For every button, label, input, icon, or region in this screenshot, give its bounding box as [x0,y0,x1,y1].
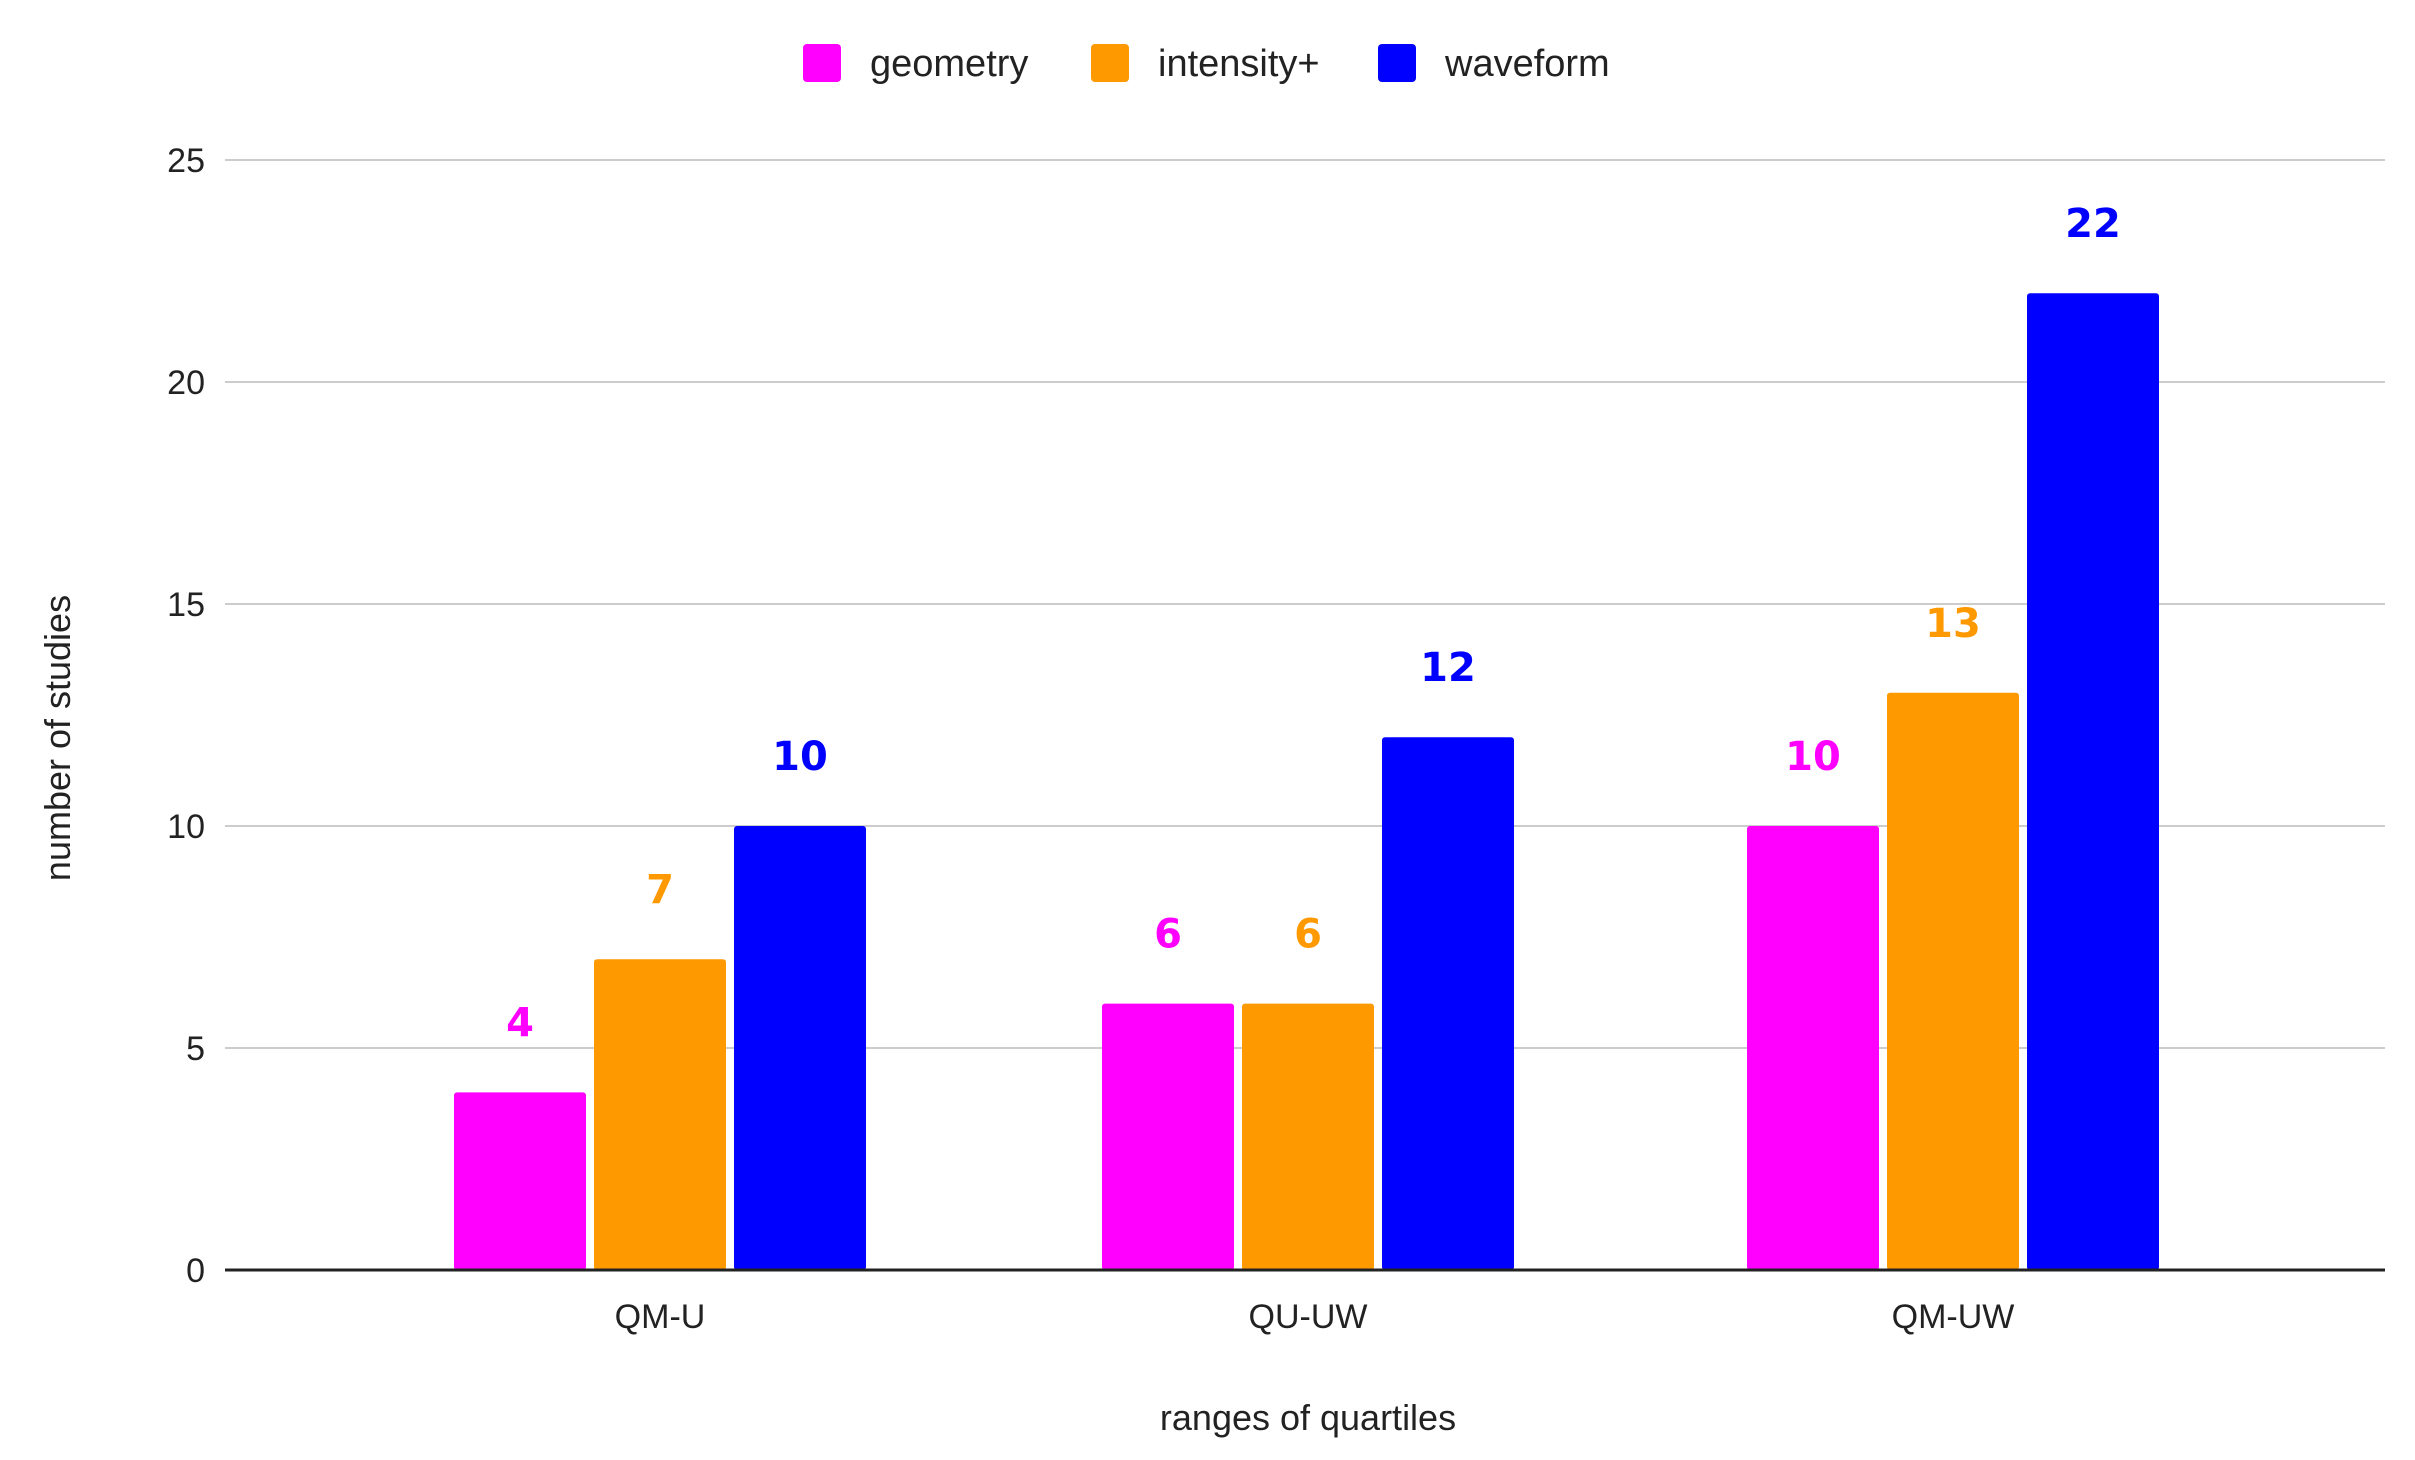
data-label: 22 [2065,201,2121,247]
x-tick-label: QM-UW [1892,1298,2015,1336]
data-label: 10 [772,734,828,780]
y-tick-label: 25 [167,142,205,180]
y-tick-label: 0 [186,1252,205,1290]
data-label: 6 [1294,912,1322,958]
bar-waveform-qu-uw [1382,737,1514,1270]
bar-geometry-qm-u [454,1092,586,1270]
data-label: 4 [506,1000,534,1046]
y-axis-ticks: 0 5 10 15 20 25 [167,142,205,1290]
data-labels: 4 7 10 6 6 12 10 13 22 [506,201,2121,1046]
legend-label: intensity+ [1158,43,1320,85]
data-label: 13 [1925,601,1981,647]
bar-geometry-qm-uw [1747,826,1879,1270]
data-label: 6 [1154,912,1182,958]
y-tick-label: 10 [167,808,205,846]
legend-label: waveform [1444,43,1610,85]
y-tick-label: 15 [167,586,205,624]
bar-waveform-qm-u [734,826,866,1270]
x-tick-label: QU-UW [1249,1298,1368,1336]
gridlines [225,159,2385,1049]
legend-item-intensity: intensity+ [1091,43,1320,85]
legend-item-waveform: waveform [1378,43,1610,85]
data-label: 7 [646,867,674,913]
bars [454,293,2159,1270]
legend-item-geometry: geometry [803,43,1028,85]
legend-label: geometry [870,43,1028,85]
legend-swatch [1091,44,1129,82]
data-label: 10 [1785,734,1841,780]
bar-intensity-qm-uw [1887,692,2019,1270]
bar-waveform-qm-uw [2027,293,2159,1270]
y-tick-label: 20 [167,364,205,402]
x-axis-title: ranges of quartiles [1160,1397,1456,1438]
y-axis-title: number of studies [37,595,78,881]
legend-swatch [803,44,841,82]
legend-swatch [1378,44,1416,82]
y-tick-label: 5 [186,1030,205,1068]
data-label: 12 [1420,645,1476,691]
x-tick-label: QM-U [615,1298,706,1336]
bar-intensity-qu-uw [1242,1003,1374,1270]
legend: geometry intensity+ waveform [803,43,1610,85]
bar-intensity-qm-u [594,959,726,1270]
bar-geometry-qu-uw [1102,1003,1234,1270]
x-axis-ticks: QM-U QU-UW QM-UW [615,1298,2015,1336]
